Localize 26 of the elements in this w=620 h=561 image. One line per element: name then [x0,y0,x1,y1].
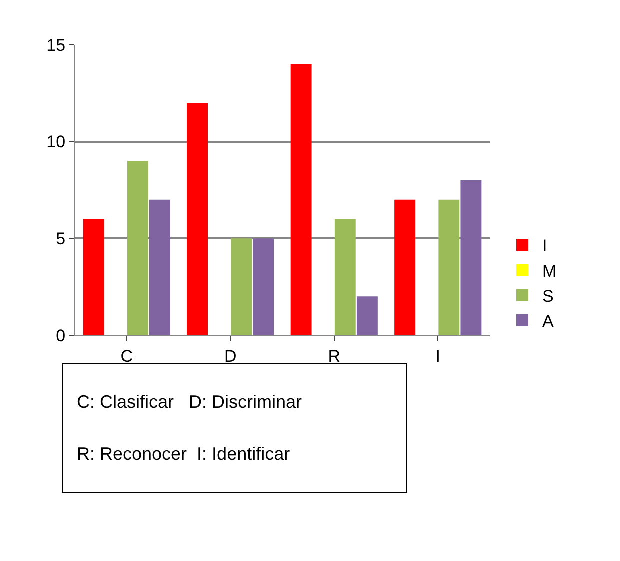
bar [83,219,104,336]
legend-label: M [542,262,557,281]
legend-label: A [542,312,554,331]
x-tick-label: C [120,346,134,366]
bar [394,200,416,336]
bar [438,200,460,336]
bar [253,238,274,336]
bar [460,180,482,336]
bar [356,296,378,336]
legend-label: I [542,236,548,256]
y-tick-label: 5 [56,230,66,249]
y-tick-label: 15 [46,36,66,55]
x-tick-label: I [436,346,440,366]
x-tick-label: R [328,346,341,366]
x-tick-label: D [224,346,237,366]
bar [231,238,252,336]
bar [149,200,170,336]
y-tick-label: 0 [56,326,66,346]
text: R: Reconocer I: Identificar [77,444,290,464]
y-tick-label: 10 [46,132,66,152]
bar [290,64,312,336]
text: C: Clasificar D: Discriminar [77,392,302,412]
bar [127,161,148,336]
bar [334,219,356,336]
legend-label: S [542,286,554,306]
bar [187,103,208,336]
